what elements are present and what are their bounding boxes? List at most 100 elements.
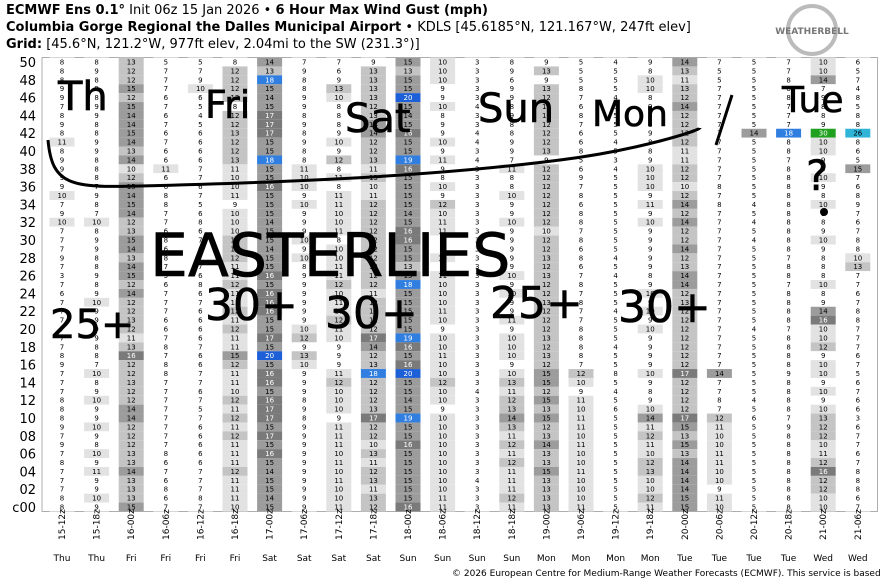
day-label: Thu xyxy=(53,554,71,564)
cell xyxy=(533,84,559,94)
cell xyxy=(326,93,352,103)
cell-value: 12 xyxy=(369,352,378,360)
cell-value: 9 xyxy=(337,130,341,138)
cell-value: 10 xyxy=(853,254,862,262)
cell-value: 15 xyxy=(127,130,136,138)
cell-value: 12 xyxy=(127,308,136,316)
cell-value: 6 xyxy=(856,290,861,298)
cell xyxy=(49,280,75,289)
cell xyxy=(430,458,456,467)
cell-value: 14 xyxy=(750,130,759,138)
row-label: 36 xyxy=(19,181,36,196)
cell-value: 11 xyxy=(646,423,655,431)
cell xyxy=(187,342,213,352)
cell-value: 9 xyxy=(337,148,341,156)
cell xyxy=(187,84,213,94)
cell xyxy=(257,431,283,441)
cell-value: 8 xyxy=(94,76,98,84)
cell-value: 8 xyxy=(302,156,306,164)
cell xyxy=(326,199,352,209)
cell xyxy=(845,191,871,200)
row-label: 06 xyxy=(19,448,36,463)
cell-value: 10 xyxy=(646,174,655,182)
cell xyxy=(499,119,525,129)
cell-value: 11 xyxy=(334,477,343,485)
cell-value: 11 xyxy=(334,370,343,378)
cell-value: 10 xyxy=(715,441,724,449)
cell xyxy=(326,288,352,298)
cell xyxy=(741,386,767,396)
cell xyxy=(153,262,179,272)
cell-value: 7 xyxy=(198,468,202,476)
cell xyxy=(153,413,179,423)
cell-value: 7 xyxy=(856,343,860,351)
cell xyxy=(326,226,352,236)
cell xyxy=(187,253,213,263)
cell-value: 11 xyxy=(438,272,447,280)
cell-value: 7 xyxy=(164,397,168,405)
cell-value: 13 xyxy=(507,406,516,414)
cell-value: 8 xyxy=(579,210,583,218)
cell-value: 8 xyxy=(510,103,514,111)
cell-value: 9 xyxy=(786,370,790,378)
cell-value: 9 xyxy=(648,245,652,253)
cell-value: 14 xyxy=(127,121,136,129)
cell-value: 9 xyxy=(337,361,341,369)
cell xyxy=(464,458,490,467)
cell xyxy=(153,369,179,378)
cell xyxy=(603,217,629,227)
cell-value: 9 xyxy=(94,67,98,75)
cell-value: 7 xyxy=(717,308,721,316)
cell xyxy=(153,199,179,209)
cell-value: 6 xyxy=(856,183,861,191)
cell-value: 10 xyxy=(334,94,343,102)
cell-value: 12 xyxy=(646,495,655,503)
row-label: 28 xyxy=(19,252,36,267)
cell xyxy=(533,226,559,236)
cell xyxy=(291,306,317,316)
cell-value: 11 xyxy=(334,432,343,440)
cell xyxy=(153,93,179,103)
cell-value: 15 xyxy=(265,165,274,173)
cell xyxy=(118,440,144,450)
cell xyxy=(637,119,663,129)
cell-value: 10 xyxy=(646,165,655,173)
cell-value: 11 xyxy=(231,379,240,387)
cell-value: 6 xyxy=(164,112,169,120)
cell xyxy=(845,306,871,316)
cell-value: 12 xyxy=(715,415,724,423)
cell-value: 15 xyxy=(404,85,413,93)
cell-value: 9 xyxy=(337,343,341,351)
cell xyxy=(568,155,594,165)
cell-value: 4 xyxy=(613,254,618,262)
cell-value: 14 xyxy=(127,210,136,218)
cell-value: 5 xyxy=(613,237,617,245)
cell-value: 9 xyxy=(440,121,444,129)
cell-value: 13 xyxy=(853,263,862,271)
cell-value: 12 xyxy=(542,139,551,147)
cell xyxy=(568,315,594,325)
cell xyxy=(84,191,110,200)
cell-value: 10 xyxy=(438,67,447,75)
cell xyxy=(810,110,836,120)
cell-value: 7 xyxy=(717,237,721,245)
cell xyxy=(706,449,732,459)
cell-value: 3 xyxy=(475,370,479,378)
cell-value: 16 xyxy=(265,379,274,387)
cell xyxy=(395,191,421,200)
handwritten-note: EASTERLIES xyxy=(150,221,510,291)
cell-value: 9 xyxy=(302,406,306,414)
day-label: Tue xyxy=(711,554,728,564)
cell xyxy=(464,182,490,192)
cell-value: 13 xyxy=(680,263,689,271)
cell-value: 7 xyxy=(60,317,64,325)
cell-value: 11 xyxy=(680,148,689,156)
cell-value: 7 xyxy=(164,406,168,414)
cell xyxy=(810,235,836,245)
cell xyxy=(395,369,421,378)
cell-value: 10 xyxy=(92,450,101,458)
cell xyxy=(672,182,698,192)
cell-value: 8 xyxy=(786,263,790,271)
cell xyxy=(291,324,317,334)
cell xyxy=(326,84,352,94)
